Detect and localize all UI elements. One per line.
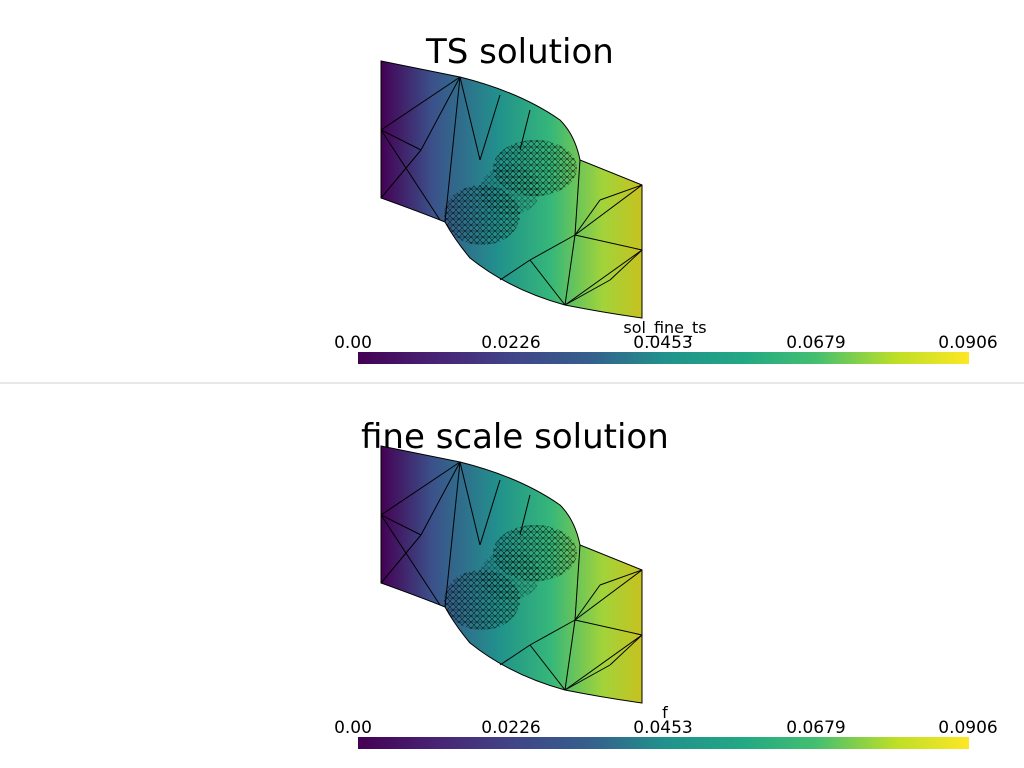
refined-region (480, 165, 540, 215)
panel: fine scale solution f 0.00 0.0226 0.0453 0.06… (334, 417, 998, 749)
mesh (380, 60, 643, 319)
mesh-edge (479, 94, 501, 161)
scalar-bar-label: 0.0226 (481, 333, 540, 353)
mesh-edge (564, 279, 611, 306)
mesh-edge (529, 234, 576, 261)
mesh-edge (459, 76, 481, 161)
scalar-bar-label: 0.0906 (938, 718, 997, 738)
mesh-edge (380, 76, 461, 131)
scalar-bar-label: 0.0226 (481, 718, 540, 738)
mesh-edge (564, 234, 576, 306)
mesh-edge (380, 514, 422, 536)
mesh-edge (574, 199, 601, 236)
mesh-edge (380, 129, 441, 221)
panel: TS solution sol_fine_ts 0.00 0.0226 0.0453 0.… (334, 32, 998, 364)
mesh-edge (499, 259, 531, 281)
mesh-edge (529, 619, 576, 646)
color-bar (358, 352, 969, 364)
mesh-edge (564, 634, 643, 691)
mesh-edge (574, 184, 643, 236)
mesh-edge (459, 461, 481, 546)
mesh-edge (380, 149, 422, 199)
mesh-edge (420, 76, 461, 151)
mesh-edge (609, 249, 643, 281)
mesh-edge (599, 569, 643, 586)
mesh-edge (529, 644, 566, 691)
scalar-bar-title: sol_fine_ts (623, 318, 706, 338)
mesh-edge (519, 494, 531, 536)
color-bar (358, 737, 969, 749)
panel-title: TS solution (425, 32, 614, 72)
mesh-edge (574, 234, 643, 251)
mesh-edge (420, 461, 461, 536)
scalar-bar-label: 0.0679 (786, 718, 845, 738)
mesh-edge (479, 479, 501, 546)
scalar-bar-label: 0.00 (334, 333, 372, 353)
mesh-edge (574, 544, 581, 621)
panel-title: fine scale solution (361, 417, 669, 457)
mesh-edge (380, 534, 422, 584)
mesh-edge (380, 461, 461, 516)
scalar-bar-label: 0.0679 (786, 333, 845, 353)
mesh-edge (529, 259, 566, 306)
scalar-bar-label: 0.00 (334, 718, 372, 738)
mesh-edge (574, 569, 643, 621)
mesh-edge (564, 619, 576, 691)
mesh-edge (609, 634, 643, 666)
mesh-edge (599, 184, 643, 201)
mesh-edge (564, 664, 611, 691)
mesh-edge (444, 461, 461, 608)
mesh-edge (574, 584, 601, 621)
mesh-edge (444, 76, 461, 223)
mesh-edge (564, 249, 643, 306)
mesh-edge (574, 619, 643, 636)
scalar-bar: sol_fine_ts 0.00 0.0226 0.0453 0.0679 0.0906 (334, 318, 998, 364)
mesh-edge (499, 644, 531, 666)
scalar-bar-label: 0.0906 (938, 333, 997, 353)
scalar-bar-label: 0.0453 (633, 333, 692, 353)
mesh-edge (574, 159, 581, 236)
mesh-edge (519, 109, 531, 151)
mesh (380, 445, 643, 704)
mesh-edge (380, 129, 422, 151)
scalar-bar-label: 0.0453 (633, 718, 692, 738)
scalar-bar-title: f (662, 703, 668, 722)
refined-region (480, 550, 540, 600)
mesh-edge (380, 514, 441, 606)
scalar-bar: f 0.00 0.0226 0.0453 0.0679 0.0906 (334, 703, 998, 749)
